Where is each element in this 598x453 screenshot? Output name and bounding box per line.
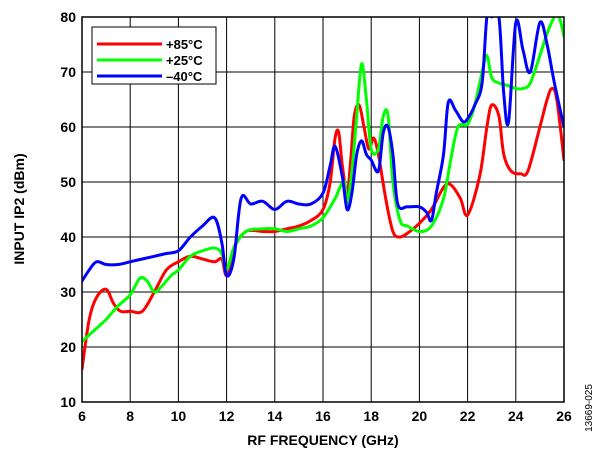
x-tick-label: 20 [412,408,428,424]
y-tick-label: 40 [60,229,76,245]
legend-label-1: +25°C [166,53,203,68]
y-tick-label: 10 [60,394,76,410]
legend-label-0: +85°C [166,37,203,52]
legend-label-2: –40°C [166,69,203,84]
x-tick-label: 22 [460,408,476,424]
legend: +85°C+25°C–40°C [91,26,217,85]
series-layer [82,17,564,371]
x-axis-title: RF FREQUENCY (GHz) [247,432,398,448]
x-tick-labels: 6 8 10 12 14 16 18 20 22 24 26 [78,408,572,424]
x-tick-label: 16 [315,408,331,424]
y-tick-label: 60 [60,119,76,135]
x-tick-label: 24 [508,408,524,424]
x-tick-label: 12 [219,408,235,424]
x-tick-label: 18 [363,408,379,424]
x-tick-label: 8 [126,408,134,424]
figure-id: 13669-025 [584,384,595,432]
y-tick-label: 80 [60,9,76,25]
series-line-2 [82,17,564,283]
y-tick-label: 30 [60,284,76,300]
x-tick-label: 10 [171,408,187,424]
series-line-0 [82,86,564,371]
series-line-1 [82,17,564,343]
plot-frame [81,16,565,403]
x-tick-label: 14 [267,408,283,424]
y-tick-label: 50 [60,174,76,190]
grid [82,17,564,402]
y-tick-label: 70 [60,64,76,80]
x-tick-label: 6 [78,408,86,424]
y-tick-label: 20 [60,339,76,355]
y-tick-labels: 10 20 30 40 50 60 70 80 [60,9,76,410]
y-axis-title: INPUT IP2 (dBm) [11,153,27,264]
x-tick-label: 26 [556,408,572,424]
